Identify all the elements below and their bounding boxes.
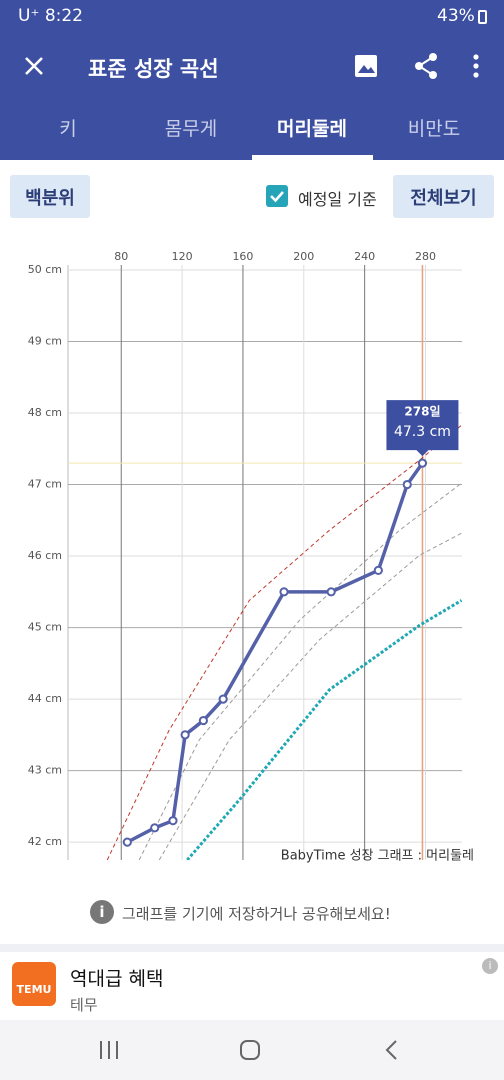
- y-tick-label: 43 cm: [28, 764, 62, 777]
- full-view-button[interactable]: 전체보기: [393, 175, 494, 218]
- data-point: [150, 823, 160, 833]
- data-point: [417, 458, 428, 468]
- image-button[interactable]: [354, 54, 378, 78]
- percentile-button[interactable]: 백분위: [10, 175, 90, 218]
- data-point: [402, 479, 412, 490]
- series-line: [138, 482, 462, 860]
- due-date-label: 예정일 기준: [298, 190, 377, 209]
- grid: 42 cm 43 cm 44 cm 45 cm 46 cm 47 cm 48 cm 49 cm…: [28, 250, 462, 860]
- ad-advertiser: 테무: [70, 996, 98, 1014]
- chart: 42 cm 43 cm 44 cm 45 cm 46 cm 47 cm 48 cm 49 cm…: [28, 250, 474, 864]
- data-point: [180, 730, 190, 740]
- close-button[interactable]: [22, 54, 46, 78]
- share-button[interactable]: [413, 52, 439, 80]
- data-point: [218, 694, 228, 704]
- status-bar: U⁺ 8:22 43%: [0, 0, 504, 32]
- x-tick-label: 160: [232, 250, 253, 263]
- tab[interactable]: 비만도: [407, 118, 461, 140]
- tab[interactable]: 몸무게: [164, 118, 218, 140]
- y-tick-label: 50 cm: [28, 263, 62, 276]
- x-tick-label: 280: [415, 250, 436, 263]
- chart-caption: BabyTime 성장 그래프 : 머리둘레: [281, 849, 474, 864]
- nav-bar: [0, 1020, 504, 1080]
- tooltip: 278일 47.3 cm: [386, 400, 459, 457]
- tab[interactable]: 키: [59, 118, 77, 140]
- menu-button[interactable]: [472, 54, 480, 80]
- tooltip-box: [386, 400, 459, 457]
- x-tick-label: 200: [293, 250, 314, 263]
- data-point: [326, 587, 336, 597]
- series-line: [186, 599, 462, 860]
- data-point: [122, 837, 132, 847]
- data-point: [373, 565, 383, 575]
- ad-banner[interactable]: TEMU 역대급 혜택 테무 i: [0, 952, 504, 1020]
- tooltip-y: 47.3 cm: [394, 424, 451, 440]
- y-tick-label: 49 cm: [28, 335, 62, 348]
- recent-button[interactable]: [98, 1040, 120, 1060]
- series-line: [158, 532, 462, 860]
- separator: [0, 944, 504, 952]
- tab-selected[interactable]: 머리둘레: [277, 118, 347, 140]
- ad-logo: TEMU: [12, 962, 56, 1006]
- data-point: [168, 816, 178, 826]
- app-title: 표준 성장 곡선: [88, 57, 219, 81]
- series-line: [106, 424, 462, 860]
- battery: 43%: [437, 6, 475, 26]
- tooltip-x: 278일: [404, 405, 440, 419]
- tab-indicator: [252, 155, 373, 160]
- ad-title: 역대급 혜택: [70, 968, 164, 990]
- home-button[interactable]: [239, 1039, 261, 1061]
- y-tick-label: 42 cm: [28, 835, 62, 848]
- y-tick-label: 45 cm: [28, 621, 62, 634]
- y-tick-label: 44 cm: [28, 692, 62, 705]
- app-bar: 표준 성장 곡선 키 몸무게 머리둘레 비만도: [0, 32, 504, 160]
- y-tick-label: 46 cm: [28, 549, 62, 562]
- battery-icon: [478, 10, 487, 24]
- x-tick-label: 80: [114, 250, 128, 263]
- info-icon: i: [90, 900, 114, 924]
- ad-info[interactable]: i: [482, 958, 498, 974]
- data-point: [279, 587, 289, 597]
- curves: [106, 424, 462, 860]
- data-point: [198, 715, 208, 726]
- hint-text: 그래프를 기기에 저장하거나 공유해보세요!: [122, 905, 391, 923]
- x-tick-label: 120: [172, 250, 193, 263]
- series-line: [126, 462, 424, 844]
- x-tick-label: 240: [354, 250, 375, 263]
- time: U⁺ 8:22: [18, 6, 83, 26]
- checkbox[interactable]: [266, 185, 288, 207]
- back-button[interactable]: [383, 1039, 399, 1061]
- y-tick-label: 47 cm: [28, 478, 62, 491]
- y-tick-label: 48 cm: [28, 406, 62, 419]
